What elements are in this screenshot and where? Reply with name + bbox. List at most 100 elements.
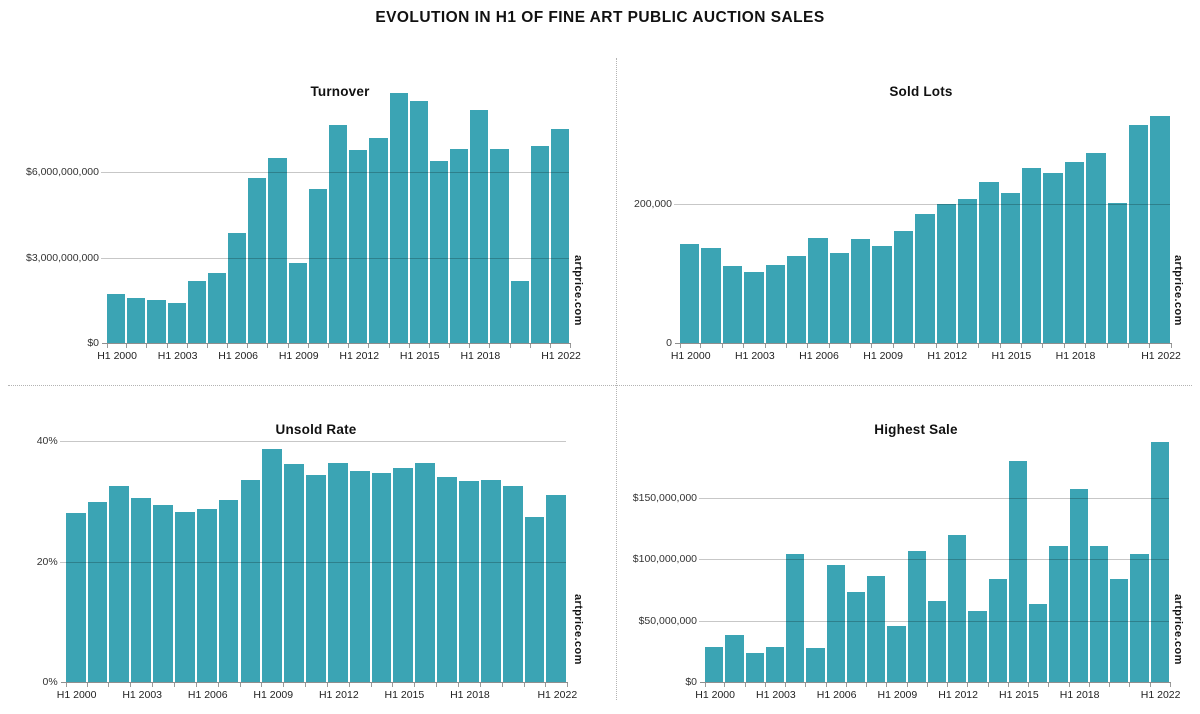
chart-title-unsold-rate: Unsold Rate <box>275 422 357 438</box>
bar-h1-2003 <box>167 303 186 343</box>
bar-h1-2019 <box>490 149 509 343</box>
axis-tick <box>146 344 148 348</box>
bar-h1-2001 <box>87 502 108 682</box>
axis-tick <box>414 683 416 687</box>
axis-tick <box>1063 344 1065 348</box>
axis-tick <box>935 344 937 348</box>
axis-tick <box>987 683 989 687</box>
bar-h1-2008 <box>851 239 871 343</box>
axis-tick <box>764 344 766 348</box>
bar-h1-2010 <box>907 551 926 682</box>
axis-tick <box>744 683 746 687</box>
axis-tick <box>926 683 928 687</box>
x-tick-label: H1 2009 <box>253 689 294 701</box>
bar-h1-2008 <box>867 575 886 682</box>
bar-h1-2020 <box>1110 578 1129 682</box>
bar-h1-2017 <box>450 149 469 343</box>
axis-tick <box>166 344 168 348</box>
bar-h1-2021 <box>530 146 549 343</box>
bar-h1-2020 <box>510 280 529 343</box>
chart-title-turnover: Turnover <box>310 84 370 100</box>
bar-h1-2015 <box>393 468 414 682</box>
axis-tick <box>392 683 394 687</box>
x-axis-line <box>102 343 572 344</box>
x-tick-label: H1 2018 <box>450 689 490 701</box>
axis-tick <box>348 683 350 687</box>
dotted-divider-vertical <box>616 58 617 700</box>
x-tick-label: H1 2000 <box>56 689 97 701</box>
watermark-artprice: artprice.com <box>572 255 584 326</box>
bar-h1-2000 <box>107 294 126 343</box>
axis-tick <box>107 344 108 348</box>
bar-h1-2020 <box>1107 202 1127 343</box>
bar-h1-2012 <box>349 150 368 343</box>
x-tick-label: H1 2012 <box>318 689 359 701</box>
bar-h1-2002 <box>109 485 130 682</box>
bar-h1-2010 <box>893 231 914 343</box>
y-tick-label: $6,000,000,000 <box>26 166 99 179</box>
x-tick-label: H1 2018 <box>1059 689 1100 701</box>
axis-tick <box>845 683 847 687</box>
bar-h1-2014 <box>371 472 392 682</box>
axis-tick <box>239 683 241 687</box>
bar-h1-2010 <box>284 464 305 682</box>
axis-tick <box>1149 344 1151 348</box>
bar-h1-2005 <box>207 272 227 343</box>
axis-tick <box>186 344 188 348</box>
x-tick-label: H1 2015 <box>384 689 425 701</box>
axis-tick <box>764 683 766 687</box>
x-tick-label: H1 2022 <box>541 350 581 362</box>
bar-h1-2019 <box>1089 545 1108 682</box>
bar-h1-2004 <box>786 553 805 682</box>
bar-h1-2009 <box>288 263 307 343</box>
axis-tick <box>1169 683 1171 687</box>
axis-tick <box>368 344 370 348</box>
axis-tick <box>1149 683 1151 687</box>
x-tick-label: H1 2009 <box>278 350 319 362</box>
axis-tick <box>807 344 809 348</box>
gridline <box>59 441 567 442</box>
axis-tick <box>479 683 481 687</box>
y-tick-label: $0 <box>685 676 697 688</box>
bar-h1-2019 <box>1086 152 1106 343</box>
axis-tick <box>108 683 110 687</box>
bar-h1-2015 <box>409 101 428 343</box>
x-tick-label: H1 2012 <box>339 350 380 362</box>
axis-tick <box>327 344 329 348</box>
x-tick-label: H1 2015 <box>399 350 440 362</box>
bar-h1-2007 <box>218 500 239 682</box>
bar-h1-2007 <box>248 177 267 343</box>
x-tick-label: H1 2009 <box>863 350 903 362</box>
bar-h1-2022 <box>546 495 567 682</box>
bar-h1-2002 <box>147 300 166 343</box>
axis-tick <box>130 683 132 687</box>
axis-tick <box>785 683 786 687</box>
bar-h1-2015 <box>1008 461 1027 682</box>
axis-tick <box>408 344 410 348</box>
x-tick-label: H1 2018 <box>460 350 501 362</box>
gridline <box>674 204 1170 205</box>
x-tick-label: H1 2000 <box>695 689 735 701</box>
axis-tick <box>1170 344 1172 348</box>
bar-h1-2009 <box>872 246 892 343</box>
bar-h1-2018 <box>1064 162 1085 343</box>
bar-h1-2004 <box>153 505 173 682</box>
page-title: EVOLUTION IN H1 OF FINE ART PUBLIC AUCTI… <box>375 9 825 26</box>
bar-h1-2005 <box>174 512 195 682</box>
axis-tick <box>523 683 525 687</box>
bar-h1-2001 <box>701 248 721 343</box>
x-tick-label: H1 2006 <box>187 689 228 701</box>
axis-tick <box>825 683 827 687</box>
axis-tick <box>509 344 511 348</box>
bar-h1-2021 <box>524 516 545 682</box>
bar-h1-2011 <box>927 601 946 682</box>
axis-tick <box>724 683 726 687</box>
gridline <box>699 559 1169 560</box>
axis-tick <box>570 344 572 348</box>
bar-h1-2014 <box>389 92 408 343</box>
axis-tick <box>489 344 491 348</box>
